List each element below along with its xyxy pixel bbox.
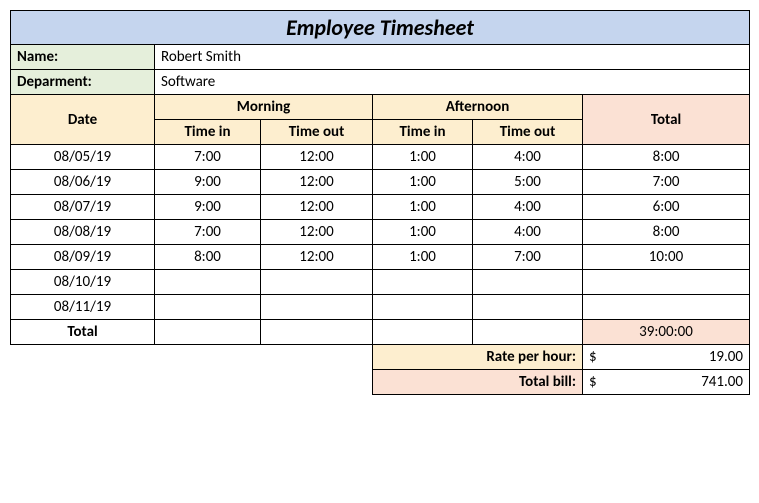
table-row: 08/08/197:0012:001:004:008:00 [11,220,750,245]
afternoon-out-cell: 4:00 [473,195,583,220]
sheet-title: Employee Timesheet [11,11,750,45]
afternoon-out-cell [473,295,583,320]
morning-out-cell: 12:00 [261,220,373,245]
total-cell: 8:00 [583,145,750,170]
rate-label: Rate per hour: [373,345,583,370]
header-morning-in: Time in [155,120,261,145]
department-value: Software [155,70,750,95]
header-afternoon-in: Time in [373,120,473,145]
name-row: Name: Robert Smith [11,45,750,70]
morning-in-cell: 9:00 [155,195,261,220]
date-cell: 08/06/19 [11,170,155,195]
afternoon-out-cell: 5:00 [473,170,583,195]
blank-cell [11,345,373,370]
date-cell: 08/05/19 [11,145,155,170]
table-row: 08/09/198:0012:001:007:0010:00 [11,245,750,270]
rate-amount: 19.00 [709,348,743,366]
blank-cell [11,370,373,395]
afternoon-in-cell: 1:00 [373,245,473,270]
total-cell [583,295,750,320]
total-cell: 6:00 [583,195,750,220]
morning-in-cell: 8:00 [155,245,261,270]
blank-cell [373,320,473,345]
afternoon-in-cell: 1:00 [373,195,473,220]
bill-row: Total bill: $ 741.00 [11,370,750,395]
afternoon-out-cell [473,270,583,295]
total-cell [583,270,750,295]
total-hours-row: Total 39:00:00 [11,320,750,345]
header-afternoon: Afternoon [373,95,583,120]
morning-in-cell: 7:00 [155,220,261,245]
table-row: 08/05/197:0012:001:004:008:00 [11,145,750,170]
department-label: Deparment: [11,70,155,95]
morning-out-cell [261,270,373,295]
morning-in-cell: 9:00 [155,170,261,195]
afternoon-in-cell [373,270,473,295]
timesheet-table: Employee Timesheet Name: Robert Smith De… [10,10,750,395]
afternoon-in-cell: 1:00 [373,145,473,170]
header-total: Total [583,95,750,145]
total-cell: 8:00 [583,220,750,245]
morning-in-cell [155,270,261,295]
total-row-label: Total [11,320,155,345]
morning-out-cell: 12:00 [261,245,373,270]
afternoon-out-cell: 7:00 [473,245,583,270]
bill-amount: 741.00 [701,373,743,391]
name-label: Name: [11,45,155,70]
total-cell: 10:00 [583,245,750,270]
date-cell: 08/07/19 [11,195,155,220]
afternoon-in-cell: 1:00 [373,220,473,245]
blank-cell [155,320,261,345]
morning-out-cell [261,295,373,320]
morning-out-cell: 12:00 [261,195,373,220]
morning-out-cell: 12:00 [261,145,373,170]
afternoon-out-cell: 4:00 [473,220,583,245]
rate-row: Rate per hour: $ 19.00 [11,345,750,370]
afternoon-in-cell: 1:00 [373,170,473,195]
rate-value: $ 19.00 [583,345,750,370]
header-row-1: Date Morning Afternoon Total [11,95,750,120]
morning-out-cell: 12:00 [261,170,373,195]
table-row: 08/11/19 [11,295,750,320]
afternoon-in-cell [373,295,473,320]
header-morning-out: Time out [261,120,373,145]
title-row: Employee Timesheet [11,11,750,45]
table-row: 08/10/19 [11,270,750,295]
date-cell: 08/10/19 [11,270,155,295]
header-morning: Morning [155,95,373,120]
bill-label: Total bill: [373,370,583,395]
afternoon-out-cell: 4:00 [473,145,583,170]
header-afternoon-out: Time out [473,120,583,145]
name-value: Robert Smith [155,45,750,70]
date-cell: 08/09/19 [11,245,155,270]
table-row: 08/07/199:0012:001:004:006:00 [11,195,750,220]
currency-symbol: $ [589,348,597,366]
bill-value: $ 741.00 [583,370,750,395]
morning-in-cell: 7:00 [155,145,261,170]
total-cell: 7:00 [583,170,750,195]
blank-cell [473,320,583,345]
header-date: Date [11,95,155,145]
date-cell: 08/11/19 [11,295,155,320]
date-cell: 08/08/19 [11,220,155,245]
blank-cell [261,320,373,345]
total-hours-value: 39:00:00 [583,320,750,345]
morning-in-cell [155,295,261,320]
department-row: Deparment: Software [11,70,750,95]
currency-symbol: $ [589,373,597,391]
table-row: 08/06/199:0012:001:005:007:00 [11,170,750,195]
